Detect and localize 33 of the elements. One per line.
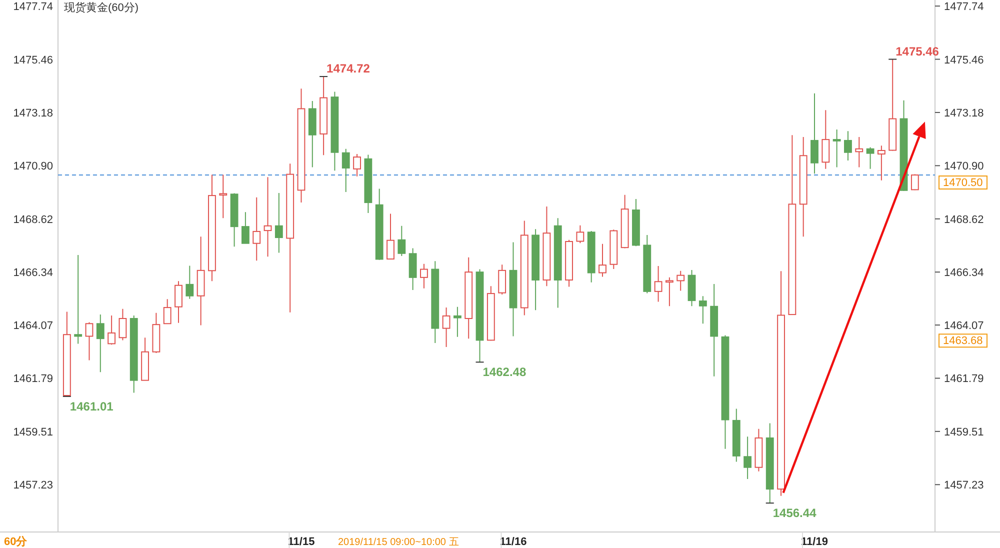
y-tick-label: 1466.34 [944, 267, 984, 280]
text: 1464.07 [13, 320, 53, 332]
text: 1473.18 [13, 107, 53, 120]
x-tick-label: 11/16 [500, 536, 527, 548]
text: 1470.90 [13, 160, 53, 173]
y-tick-label: 1464.07 [944, 320, 984, 332]
y-tick-label: 1461.79 [944, 373, 984, 386]
y-tick-label: 1457.23 [944, 480, 984, 492]
text: 1477.74 [13, 1, 53, 14]
text: 1468.62 [13, 214, 53, 226]
text: 60分 [4, 535, 28, 548]
chart-title: 现货黄金(60分) [64, 1, 139, 14]
text: 1459.51 [13, 426, 53, 438]
annotation: 1456.44 [772, 506, 817, 520]
annotation: 1462.48 [482, 365, 526, 380]
x-tick-label: 11/19 [801, 536, 828, 548]
annotation: 1474.72 [326, 62, 370, 76]
x-tick-label: 11/15 [288, 536, 315, 548]
text: 2019/11/15 09:00~10:00 五 [338, 537, 459, 548]
y-tick-label: 1475.46 [944, 54, 984, 66]
text: 1463.68 [943, 335, 983, 348]
y-tick-label: 1470.90 [944, 160, 984, 173]
y-tick-label: 1477.74 [944, 1, 984, 14]
text: 1466.34 [13, 267, 53, 280]
y-tick-label: 1468.62 [944, 214, 984, 226]
annotation: 1475.46 [896, 44, 940, 58]
y-tick-label: 1459.51 [944, 426, 984, 438]
annotation: 1461.01 [70, 399, 114, 414]
ref-line-label: 1470.50 [943, 177, 983, 189]
text: 1475.46 [13, 54, 53, 66]
y-tick-label: 1473.18 [944, 107, 984, 120]
text: 1457.23 [13, 480, 53, 492]
text: 1461.79 [13, 373, 53, 386]
